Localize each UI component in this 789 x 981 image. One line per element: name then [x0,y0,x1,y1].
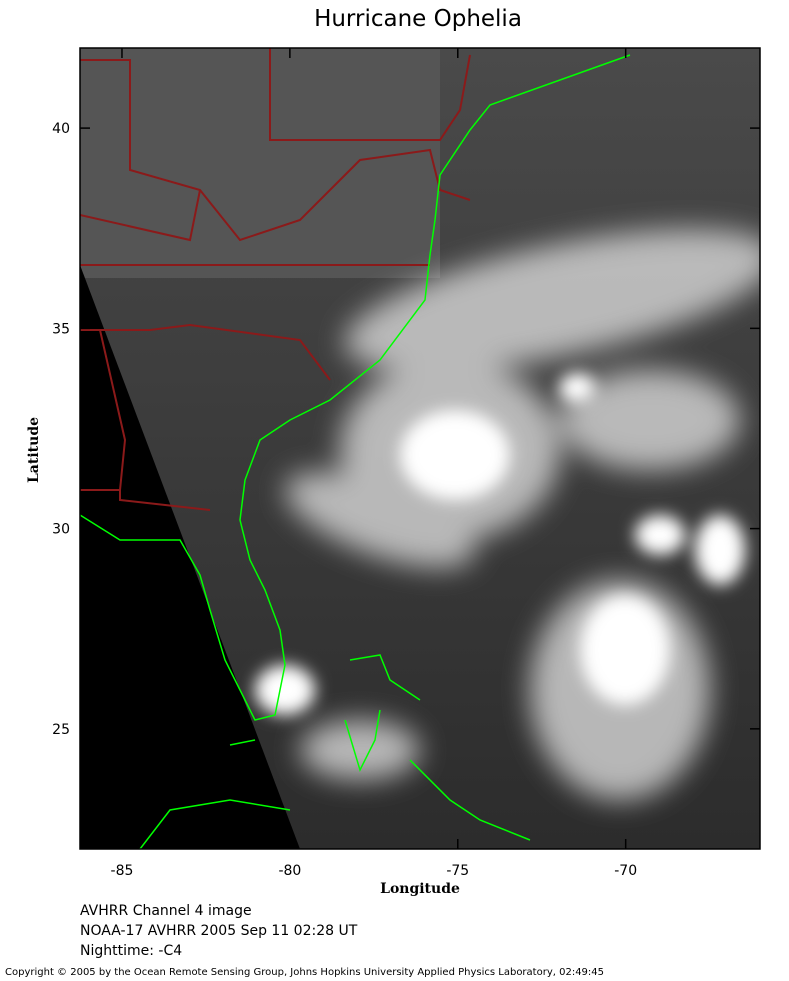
x-tick-label: -85 [111,863,134,879]
x-tick-label: -80 [278,863,301,879]
y-axis-label: Latitude [26,417,42,483]
y-tick-label: 30 [52,522,70,538]
x-axis-label: Longitude [380,881,460,897]
y-tick-label: 40 [52,121,70,137]
title: Hurricane Ophelia [314,6,522,32]
x-tick-label: -75 [446,863,469,879]
y-tick-label: 25 [52,722,70,738]
satellite-image [80,48,760,849]
map-frame [79,47,761,850]
copyright: Copyright © 2005 by the Ocean Remote Sen… [5,967,604,978]
y-tick-label: 35 [52,321,70,337]
note: AVHRR Channel 4 image [80,903,252,919]
note: NOAA-17 AVHRR 2005 Sep 11 02:28 UT [80,923,358,939]
note: Nighttime: -C4 [80,943,182,959]
x-tick-label: -70 [614,863,637,879]
